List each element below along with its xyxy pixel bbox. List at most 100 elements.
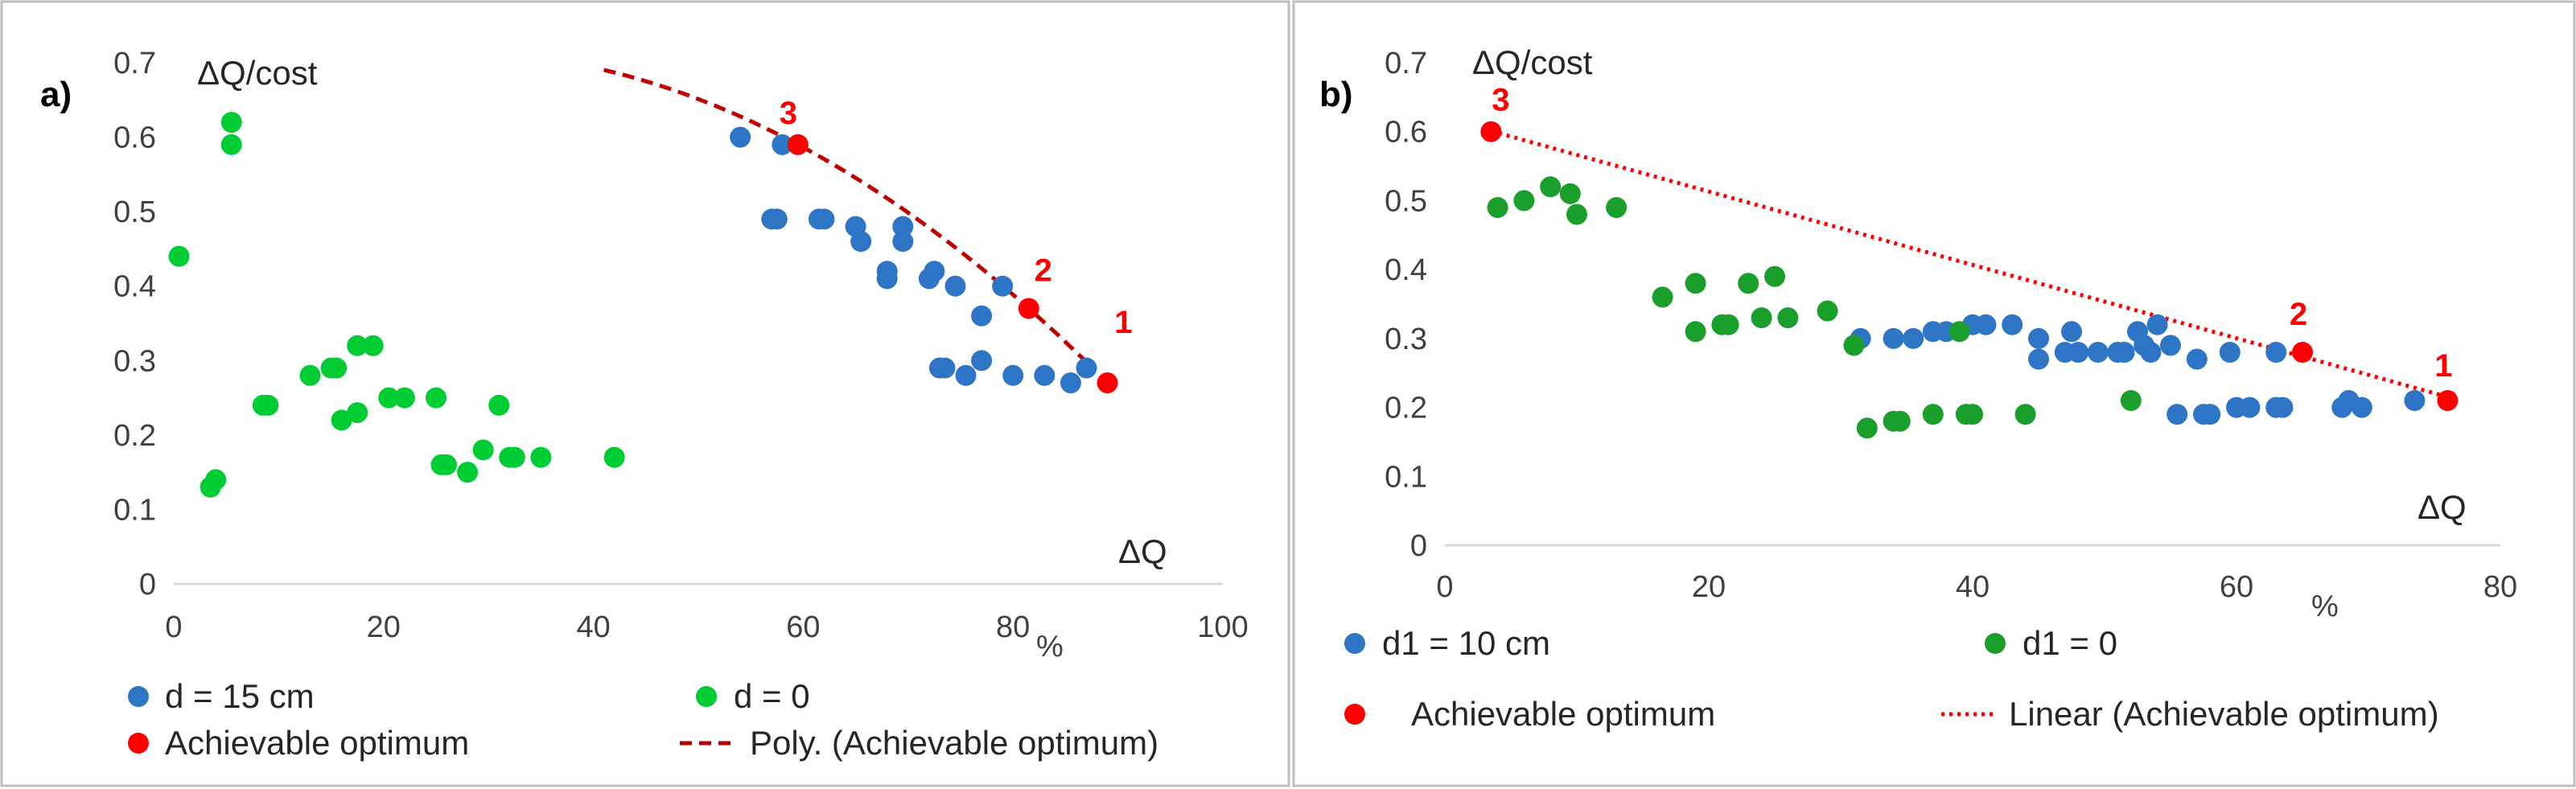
data-point-achievable-optimum [2437, 390, 2459, 411]
x-tick-label: 0 [165, 610, 182, 644]
data-point-d1-0 [1817, 300, 1838, 322]
data-point-d1-0 [1685, 321, 1706, 343]
data-point-d-15-cm [992, 275, 1014, 297]
data-point-d-15-cm [1076, 357, 1097, 379]
data-point-d1-0 [1685, 273, 1706, 294]
data-point-d1-10-cm [2087, 342, 2109, 363]
data-point-d-15-cm [1060, 372, 1081, 394]
data-point-d1-10-cm [2061, 321, 2082, 343]
y-tick-label: 0 [1410, 529, 1427, 563]
panel-b-percent-label: % [2311, 590, 2339, 623]
data-point-achievable-optimum [1018, 298, 1039, 319]
legend-marker-d-0 [696, 686, 717, 707]
data-point-d-0 [220, 134, 242, 155]
data-point-d1-10-cm [2068, 342, 2089, 363]
data-point-d1-10-cm [2140, 342, 2162, 363]
x-tick-label: 40 [1956, 570, 1990, 604]
data-point-d1-0 [1843, 335, 1865, 356]
data-point-d-0 [393, 387, 415, 409]
data-point-d1-10-cm [2199, 404, 2221, 425]
data-point-d-15-cm [876, 268, 898, 290]
data-point-d-0 [347, 402, 368, 424]
panel-a: 0 0.1 0.2 0.3 0.4 0.5 0.6 0.7 0 20 40 60 80 100 a) ΔQ… [0, 0, 1290, 787]
x-tick-label: 20 [1692, 570, 1726, 604]
data-point-d-0 [331, 409, 352, 431]
data-point-d1-10-cm [2239, 397, 2261, 418]
y-tick-label: 0.4 [1385, 253, 1427, 287]
data-point-d-0 [530, 446, 552, 468]
panel-a-y-axis-title: ΔQ/cost [197, 54, 318, 92]
legend-label-d-0: d = 0 [734, 677, 810, 715]
data-point-d1-0 [1513, 190, 1535, 212]
x-tick-label: 60 [2220, 570, 2253, 604]
optimum-point-label: 3 [780, 96, 797, 131]
y-tick-label: 0 [139, 568, 156, 602]
data-point-d1-10-cm [2002, 314, 2023, 335]
data-point-d1-0 [1889, 410, 1911, 432]
data-point-d-0 [426, 387, 446, 409]
legend-label-linear-trendline: Linear (Achievable optimum) [2009, 695, 2439, 733]
data-point-d-15-cm [892, 216, 914, 237]
y-tick-label: 0.5 [1385, 184, 1427, 218]
data-point-d1-10-cm [2167, 404, 2188, 425]
data-point-achievable-optimum [1097, 372, 1118, 394]
data-point-achievable-optimum [2292, 342, 2313, 363]
data-point-d-15-cm [955, 364, 977, 386]
panel-b-label: b) [1319, 75, 1353, 114]
optimum-point-label: 1 [1114, 305, 1132, 340]
optimum-point-label: 1 [2434, 348, 2452, 384]
y-tick-label: 0.3 [1385, 323, 1427, 356]
data-point-d-15-cm [1002, 364, 1024, 386]
data-point-d1-10-cm [2028, 327, 2049, 349]
data-point-d-15-cm [934, 357, 956, 379]
data-point-d-0 [220, 112, 242, 134]
y-tick-label: 0.4 [113, 270, 156, 304]
legend-marker-d1-10cm [1344, 633, 1365, 654]
data-point-d1-0 [1777, 307, 1799, 329]
panel-a-point-labels: 3 2 1 [780, 96, 1133, 340]
panel-b-frame [1292, 0, 2576, 787]
legend-marker-d-15cm [128, 686, 149, 707]
data-point-d-15-cm [971, 305, 993, 327]
legend-marker-optimum-b [1344, 704, 1365, 725]
data-point-d1-10-cm [2160, 335, 2181, 356]
data-point-d-15-cm [730, 126, 751, 148]
data-point-d1-0 [2120, 390, 2142, 411]
data-point-d1-0 [1559, 183, 1581, 204]
y-tick-label: 0.6 [113, 121, 156, 155]
data-point-d-15-cm [850, 231, 872, 253]
data-point-d1-10-cm [2265, 342, 2287, 363]
data-point-d1-0 [1540, 176, 1562, 198]
data-point-d1-10-cm [2146, 314, 2168, 335]
panel-b-points [1480, 121, 2459, 439]
panel-a-label: a) [40, 75, 72, 114]
y-tick-label: 0.7 [113, 47, 156, 80]
data-point-d-0 [168, 245, 190, 267]
x-tick-label: 80 [2483, 570, 2517, 604]
panel-a-legend: d = 15 cm d = 0 Achievable optimum Poly.… [128, 677, 1158, 762]
optimum-point-label: 2 [2290, 297, 2307, 332]
data-point-d1-10-cm [2186, 348, 2208, 370]
data-point-d1-0 [1487, 197, 1508, 218]
data-point-d1-10-cm [1883, 327, 1904, 349]
data-point-d-15-cm [772, 134, 793, 155]
optimum-point-label: 3 [1492, 83, 1509, 118]
data-point-d-15-cm [971, 350, 993, 372]
data-point-d1-10-cm [2219, 342, 2241, 363]
data-point-d1-10-cm [2404, 390, 2426, 411]
panel-a-trendline-layer [603, 68, 1088, 364]
data-point-d-0 [299, 364, 321, 386]
legend-marker-d1-0 [1985, 633, 2006, 654]
panel-a-x-axis-title: ΔQ [1118, 532, 1167, 570]
data-point-d1-0 [1764, 265, 1785, 287]
x-tick-label: 20 [367, 610, 401, 644]
panel-a-percent-label: % [1036, 630, 1064, 664]
data-point-d1-0 [1922, 404, 1944, 425]
y-tick-label: 0.3 [113, 344, 156, 378]
legend-label-poly-trendline: Poly. (Achievable optimum) [750, 724, 1158, 762]
x-tick-label: 80 [996, 610, 1030, 644]
y-tick-label: 0.1 [1385, 460, 1427, 494]
panel-b-legend: d1 = 10 cm d1 = 0 Achievable optimum Lin… [1344, 624, 2439, 733]
data-point-achievable-optimum [1480, 121, 1502, 142]
